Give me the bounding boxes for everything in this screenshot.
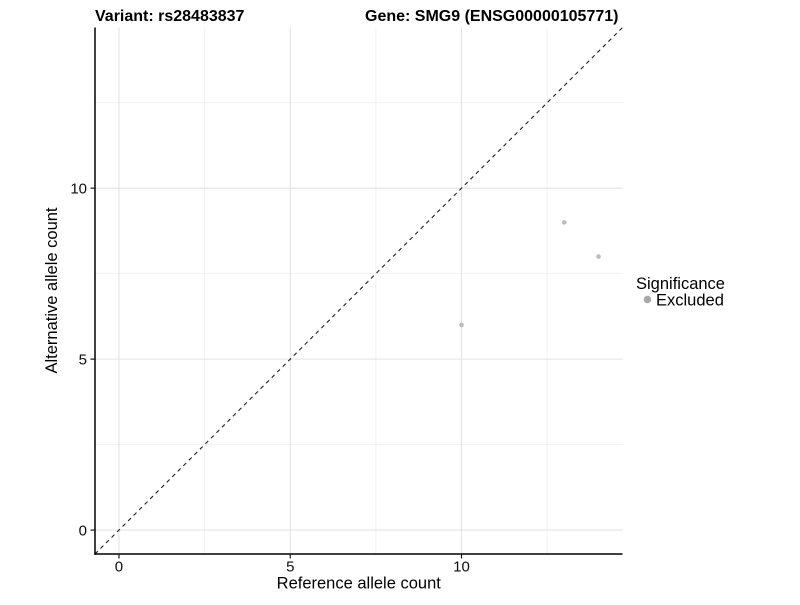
x-axis-title: Reference allele count (277, 575, 442, 593)
data-point (459, 322, 464, 328)
plot-title-variant: Variant: rs28483837 (95, 8, 245, 25)
plot-title-gene: Gene: SMG9 (ENSG00000105771) (365, 8, 618, 25)
grid-minor-lines (95, 27, 623, 554)
legend-title: Significance (636, 275, 725, 293)
legend: Significance Excluded (636, 275, 725, 310)
data-point (561, 220, 567, 225)
y-tick-label: 0 (79, 522, 87, 539)
x-tick-label: 10 (453, 559, 470, 576)
tick-marks (90, 187, 463, 559)
data-points (459, 220, 601, 328)
tick-labels: 0 5 10 0 5 10 (70, 180, 470, 575)
y-tick-label: 10 (70, 180, 87, 197)
grid-major-lines (95, 27, 623, 554)
x-tick-label: 5 (286, 559, 294, 576)
axes (94, 27, 623, 555)
data-point (596, 254, 601, 259)
legend-point-icon (643, 295, 652, 304)
y-axis-title: Alternative allele count (43, 207, 61, 373)
y-tick-label: 5 (79, 351, 87, 368)
x-tick-label: 0 (115, 559, 123, 576)
legend-item-label: Excluded (656, 292, 724, 310)
